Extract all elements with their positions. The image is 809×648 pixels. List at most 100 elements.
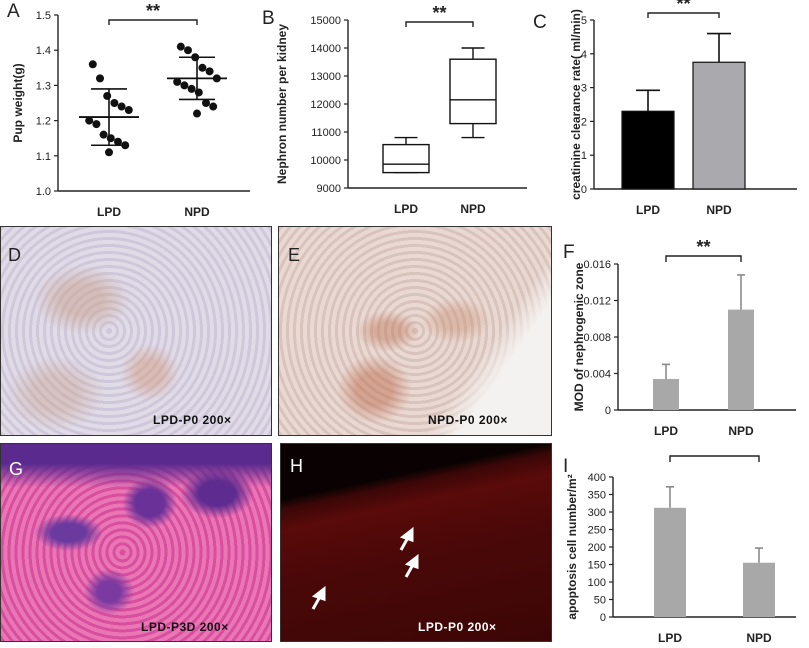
micrograph-e: E NPD-P0 200× — [278, 226, 552, 436]
y-tick-label: 300 — [588, 507, 606, 519]
micrograph-g: G LPD-P3D 200× — [0, 443, 272, 642]
data-point — [85, 116, 94, 125]
panel-letter-f: F — [563, 242, 575, 263]
significance-bracket — [669, 455, 760, 462]
x-tick-label: LPD — [97, 205, 121, 219]
y-tick-label: 200 — [588, 542, 606, 554]
arrow-head-icon — [311, 585, 326, 602]
x-tick-label: NPD — [746, 631, 772, 645]
significance-label: ** — [696, 237, 710, 257]
x-tick-label: NPD — [460, 202, 486, 216]
y-axis-label: apoptosis cell number/m² — [566, 474, 579, 619]
micrograph-e-caption: NPD-P0 200× — [428, 413, 508, 427]
x-tick-label: NPD — [728, 424, 754, 436]
y-tick-label: 1.1 — [36, 151, 51, 163]
data-point — [103, 91, 112, 100]
y-tick-label: 9000 — [317, 183, 341, 195]
y-tick-label: 2 — [581, 116, 587, 128]
chart-f-mod-nephrogenic: 0 0.004 0.008 0.012 0.016 LPD NPD MOD of nephro… — [572, 237, 796, 436]
y-tick-label: 1.5 — [36, 10, 51, 22]
data-point — [99, 130, 108, 139]
data-point — [202, 99, 210, 107]
panel-letter-g: G — [9, 459, 24, 479]
chart-a-pup-weight: 1.0 1.1 1.2 1.3 1.4 1.5 LPD NPD Pup weight(g) ** — [11, 1, 250, 219]
y-tick-label: 0.012 — [583, 296, 611, 308]
y-tick-label: 1.0 — [36, 186, 51, 198]
data-point — [209, 102, 218, 111]
data-point — [92, 120, 101, 129]
data-point — [106, 134, 115, 143]
data-point — [180, 81, 189, 90]
micrograph-g-caption: LPD-P3D 200× — [141, 620, 229, 634]
y-tick-label: 50 — [594, 595, 606, 607]
significance-label: ** — [707, 448, 721, 457]
data-point — [193, 109, 201, 118]
significance-bracket — [108, 19, 198, 25]
y-tick-label: 5 — [581, 15, 587, 27]
y-tick-label: 400 — [588, 472, 606, 484]
panel-letter-i: I — [563, 456, 569, 477]
y-tick-label: 1 — [581, 150, 587, 162]
y-tick-label: 1.2 — [36, 116, 51, 128]
data-point — [110, 99, 119, 107]
micrograph-h-caption: LPD-P0 200× — [418, 620, 497, 634]
arrow-head-icon — [404, 553, 419, 570]
arrow-head-icon — [399, 526, 414, 543]
micrograph-d-caption: LPD-P0 200× — [153, 413, 232, 427]
y-axis-label: MOD of nephrogenic zone — [572, 262, 586, 411]
bar — [728, 309, 754, 410]
y-axis-label: Pup weight(g) — [11, 63, 25, 142]
y-tick-label: 3 — [581, 83, 587, 95]
bar — [653, 378, 679, 410]
chart-i-apoptosis: 0 50 100 150 200 250 300 350 400 LPD NPD apoptosis … — [566, 448, 796, 645]
x-tick-label: NPD — [706, 203, 732, 217]
y-tick-label: 13000 — [310, 71, 341, 83]
y-tick-label: 15000 — [310, 15, 341, 27]
box — [449, 58, 497, 125]
y-tick-label: 1.3 — [36, 80, 51, 92]
panel-letter-h: H — [290, 456, 303, 476]
y-tick-label: 0.008 — [583, 332, 611, 344]
data-point — [194, 88, 203, 97]
panel-letter-e: E — [288, 245, 301, 265]
y-tick-label: 14000 — [310, 43, 341, 55]
y-tick-label: 11000 — [311, 127, 341, 139]
significance-label: ** — [676, 0, 690, 14]
data-point — [105, 148, 113, 157]
data-point — [205, 67, 214, 76]
x-tick-label: NPD — [184, 205, 210, 219]
bar — [692, 61, 746, 190]
data-point — [187, 84, 196, 93]
y-tick-label: 12000 — [310, 99, 341, 111]
data-point — [124, 106, 133, 115]
y-axis-label: creatinine clearance rate( ml/min) — [569, 9, 583, 200]
x-tick-label: LPD — [658, 631, 682, 645]
micrograph-d: D LPD-P0 200× — [0, 226, 272, 436]
y-tick-label: 0.004 — [583, 369, 611, 381]
significance-bracket — [405, 21, 474, 27]
y-tick-label: 0 — [600, 612, 606, 624]
y-tick-label: 100 — [588, 577, 606, 589]
x-tick-label: LPD — [636, 203, 660, 217]
bar — [621, 110, 675, 190]
panel-letter-d: D — [8, 245, 21, 265]
panel-letter-b: B — [262, 8, 275, 29]
y-axis-label: Nephron number per kidney — [275, 24, 289, 184]
significance-label: ** — [146, 1, 160, 21]
y-tick-label: 250 — [588, 525, 606, 537]
data-point — [173, 77, 182, 86]
panel-letter-a: A — [7, 1, 20, 22]
y-tick-label: 0.016 — [583, 259, 611, 271]
significance-label: ** — [432, 3, 446, 23]
y-tick-label: 0 — [605, 405, 611, 417]
y-tick-label: 150 — [588, 560, 606, 572]
bar — [654, 507, 686, 617]
data-point — [184, 46, 192, 55]
data-point — [117, 102, 126, 111]
y-tick-label: 4 — [581, 49, 587, 61]
y-tick-label: 10000 — [310, 155, 341, 167]
data-point — [176, 42, 185, 51]
chart-c-creatinine-clearance: 0 1 2 3 4 5 LPD NPD creatinine clearance rate( m… — [569, 0, 797, 217]
box — [382, 143, 430, 174]
arrow-icons — [311, 526, 419, 610]
